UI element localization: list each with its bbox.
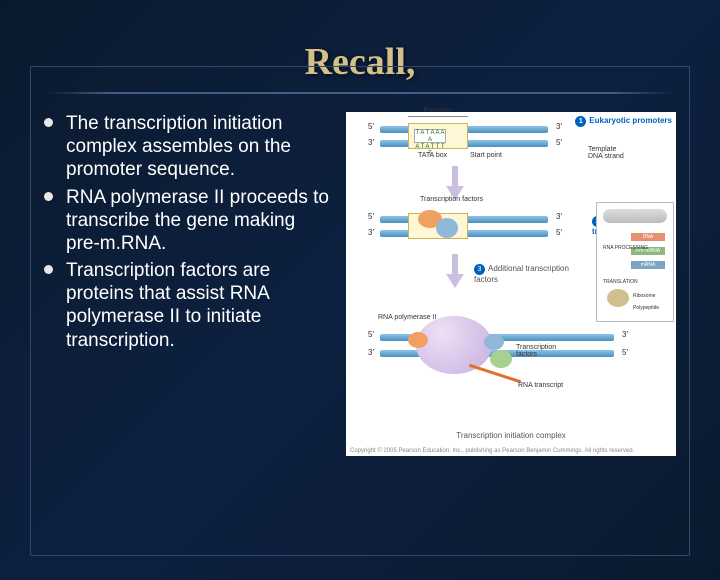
three-prime-label: 3′ bbox=[556, 212, 562, 221]
transcription-factor-blob bbox=[490, 350, 512, 368]
tf-right-label: Transcription factors bbox=[516, 344, 576, 358]
figure-copyright: Copyright © 2005 Pearson Education, Inc.… bbox=[350, 448, 672, 454]
five-prime-label: 5′ bbox=[368, 122, 374, 131]
start-point-label: Start point bbox=[470, 152, 502, 159]
inset-translation-label: TRANSLATION bbox=[603, 279, 638, 285]
callout-number-icon: 1 bbox=[575, 116, 586, 127]
inset-dna-label: DNA bbox=[631, 233, 665, 241]
list-item: RNA polymerase II proceeds to transcribe… bbox=[44, 186, 330, 256]
callout-number-icon: 3 bbox=[474, 264, 485, 275]
inset-mrna-label: mRNA bbox=[631, 261, 665, 269]
tf-label: Transcription factors bbox=[420, 196, 483, 203]
inset-rnaproc-label: RNA PROCESSING bbox=[603, 245, 648, 251]
overview-inset: DNA Pre-mRNA RNA PROCESSING mRNA TRANSLA… bbox=[596, 202, 674, 322]
figure-panel-2: 5′ 3′ 3′ 5′ Transcription factors bbox=[358, 208, 590, 252]
callout-1: 1Eukaryotic promoters bbox=[575, 116, 672, 127]
inset-ribo-label: Ribosome bbox=[633, 293, 656, 299]
ribosome-icon bbox=[607, 289, 629, 307]
rnap-label: RNA polymerase II bbox=[378, 314, 436, 321]
dna-strand: 5′ 3′ 3′ 5′ Transcription factors bbox=[358, 208, 590, 252]
bullet-text: Transcription factors are proteins that … bbox=[66, 260, 270, 351]
list-item: Transcription factors are proteins that … bbox=[44, 259, 330, 352]
callout-text: Eukaryotic promoters bbox=[589, 116, 672, 125]
five-prime-label: 5′ bbox=[368, 212, 374, 221]
template-label: Template DNA strand bbox=[588, 146, 628, 160]
rna-transcript-label: RNA transcript bbox=[518, 382, 563, 389]
five-prime-label: 5′ bbox=[368, 330, 374, 339]
five-prime-label: 5′ bbox=[556, 138, 562, 147]
list-item: The transcription initiation complex ass… bbox=[44, 112, 330, 182]
transcription-figure: T A T A A A A A T A T T T T 5′ 3′ 3′ 5′ … bbox=[346, 112, 676, 456]
transcription-factor-blob bbox=[408, 332, 428, 348]
inset-poly-label: Polypeptide bbox=[633, 305, 659, 311]
dna-strand: 5′ 3′ 3′ 5′ RNA polymerase II Transcript… bbox=[358, 310, 656, 398]
rna-polymerase-blob bbox=[416, 316, 492, 374]
three-prime-label: 3′ bbox=[368, 228, 374, 237]
three-prime-label: 3′ bbox=[622, 330, 628, 339]
callout-text: Additional transcription factors bbox=[474, 264, 569, 284]
tata-sequence-top: T A T A A A A bbox=[415, 130, 445, 144]
figure-panel-1: T A T A A A A A T A T T T T 5′ 3′ 3′ 5′ … bbox=[358, 118, 590, 162]
dna-strand: T A T A A A A A T A T T T T 5′ 3′ 3′ 5′ … bbox=[358, 118, 590, 162]
complex-label: Transcription initiation complex bbox=[346, 431, 676, 440]
three-prime-label: 3′ bbox=[556, 122, 562, 131]
transcription-factor-blob bbox=[484, 334, 504, 350]
arrow-down-icon bbox=[446, 166, 464, 200]
promoter-label: Promoter bbox=[424, 107, 453, 114]
promoter-bracket: Promoter bbox=[408, 116, 468, 124]
three-prime-label: 3′ bbox=[368, 348, 374, 357]
callout-3: 3Additional transcription factors bbox=[474, 264, 574, 284]
bullet-text: RNA polymerase II proceeds to transcribe… bbox=[66, 187, 329, 254]
five-prime-label: 5′ bbox=[622, 348, 628, 357]
five-prime-label: 5′ bbox=[556, 228, 562, 237]
three-prime-label: 3′ bbox=[368, 138, 374, 147]
inset-dna-icon bbox=[603, 209, 667, 223]
tata-box: T A T A A A A A T A T T T T bbox=[414, 129, 446, 143]
tata-box-label: TATA box bbox=[418, 152, 447, 159]
bullet-text: The transcription initiation complex ass… bbox=[66, 113, 291, 180]
figure-panel-3: 5′ 3′ 3′ 5′ RNA polymerase II Transcript… bbox=[358, 310, 656, 398]
arrow-down-icon bbox=[446, 254, 464, 288]
transcription-factor-blob bbox=[436, 218, 458, 238]
